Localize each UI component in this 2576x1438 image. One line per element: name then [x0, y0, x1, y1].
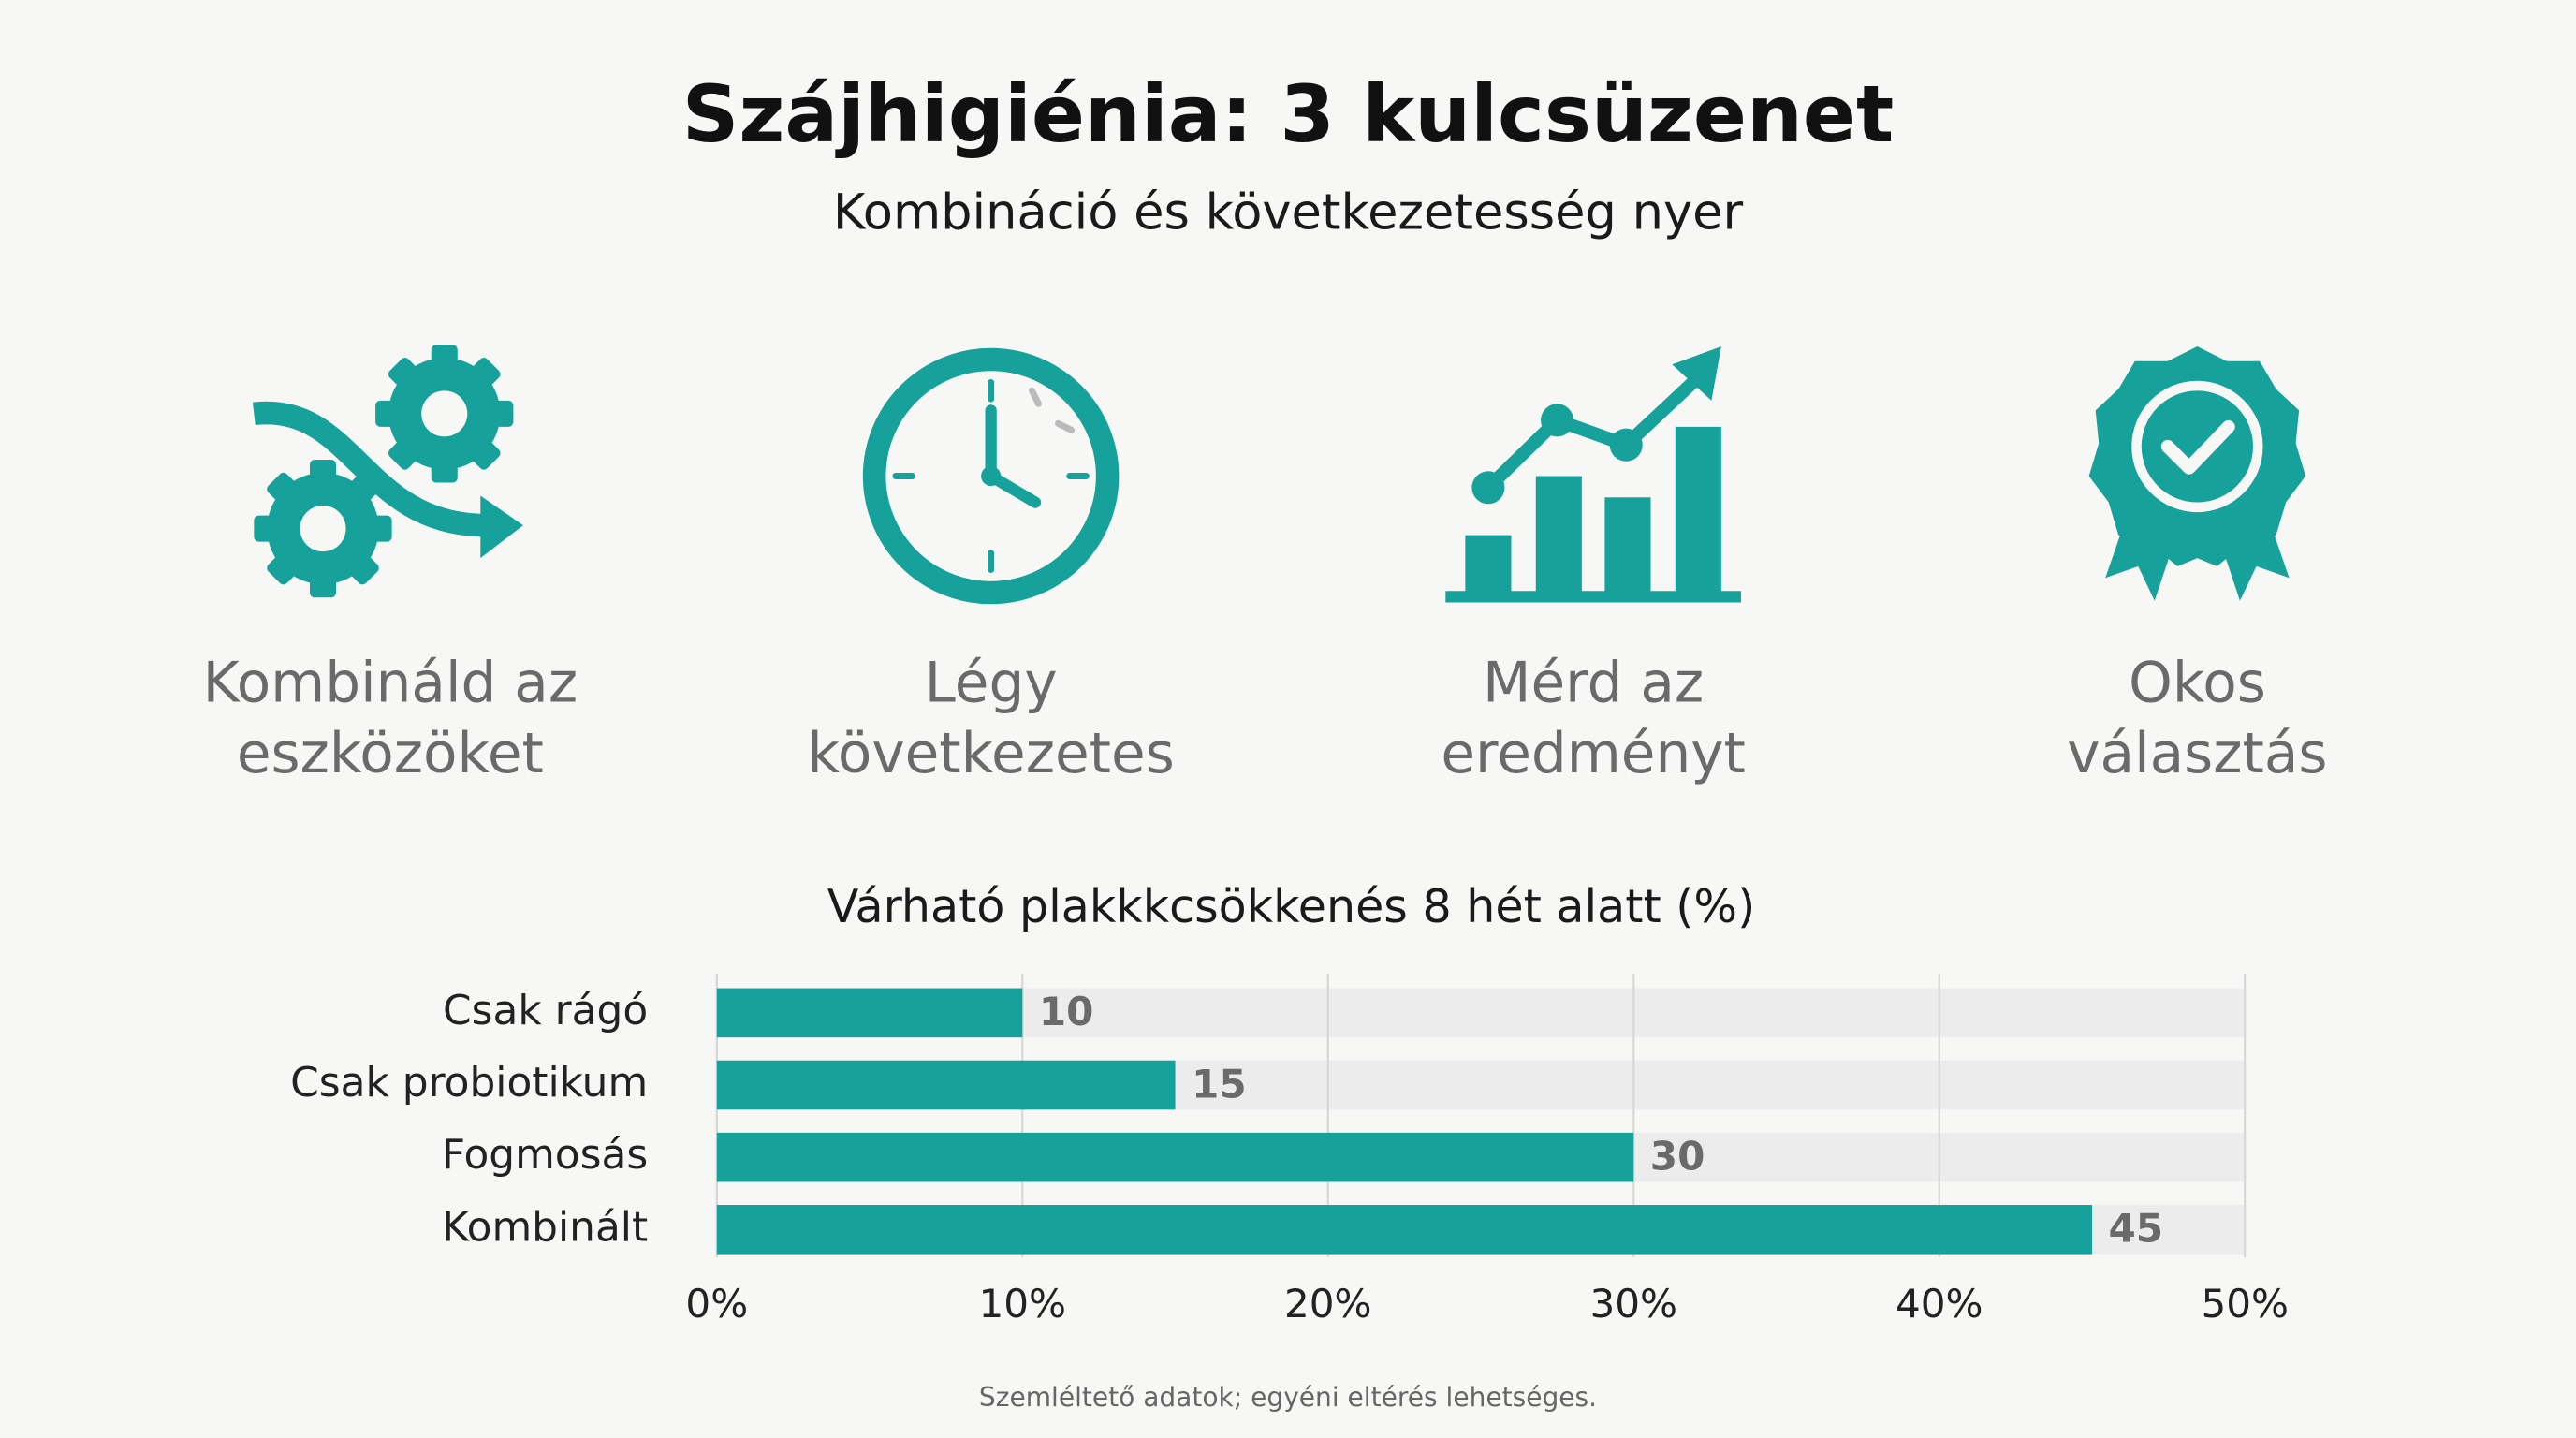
chart-title: Várható plakkkcsökkenés 8 hét alatt (%) — [827, 879, 1755, 933]
bar — [716, 1132, 1634, 1182]
x-tick-label: 20% — [1284, 1281, 1372, 1327]
card-label: Légy — [925, 652, 1058, 716]
value-label: 45 — [2109, 1206, 2164, 1252]
card-label: választás — [2067, 722, 2327, 786]
bar — [716, 1060, 1176, 1110]
card-label: eszközöket — [237, 722, 544, 786]
value-label: 30 — [1650, 1133, 1705, 1179]
card-label: Kombináld az — [203, 652, 578, 716]
combine-icon — [252, 345, 523, 598]
card-label: Mérd az — [1483, 652, 1704, 716]
bar — [716, 988, 1023, 1038]
x-tick-label: 30% — [1590, 1281, 1678, 1327]
x-tick-label: 40% — [1895, 1281, 1983, 1327]
card-label: következetes — [807, 722, 1174, 786]
category-label: Fogmosás — [442, 1131, 648, 1179]
title: Szájhigiénia: 3 kulcsüzenet — [682, 68, 1894, 160]
value-label: 15 — [1192, 1061, 1247, 1107]
badge-icon — [2088, 345, 2306, 601]
chart: 0% 10% 20% 30% 40% 50% Csak rágó 10 Csak probiot… — [290, 973, 2289, 1327]
footnote: Szemléltető adatok; egyéni eltérés lehet… — [979, 1382, 1597, 1413]
x-tick-label: 0% — [685, 1281, 748, 1327]
subtitle: Kombináció és következetesség nyer — [833, 183, 1744, 241]
x-tick-label: 50% — [2201, 1281, 2289, 1327]
x-tick-label: 10% — [979, 1281, 1067, 1327]
card-label: Okos — [2129, 652, 2266, 716]
growth-icon — [1445, 345, 1741, 603]
category-label: Csak probiotikum — [290, 1059, 648, 1107]
category-label: Kombinált — [442, 1203, 648, 1251]
card-label: eredményt — [1441, 722, 1746, 786]
bar — [716, 1205, 2093, 1255]
clock-icon — [862, 347, 1120, 605]
value-label: 10 — [1039, 989, 1094, 1034]
category-label: Csak rágó — [443, 987, 648, 1034]
